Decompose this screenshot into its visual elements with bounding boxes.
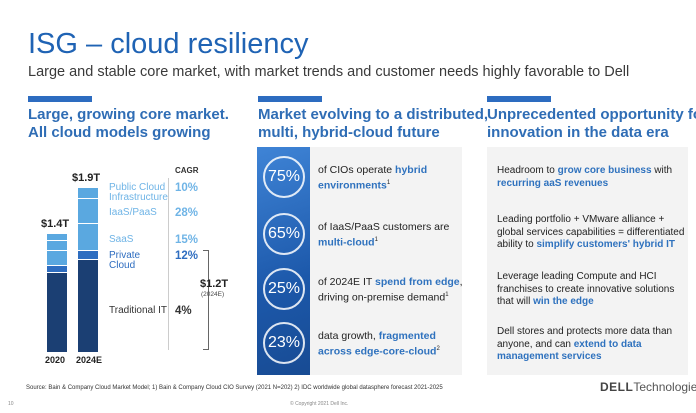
source-note: Source: Bain & Company Cloud Market Mode… bbox=[26, 385, 443, 391]
legend-label: Private Cloud bbox=[109, 250, 141, 271]
item-highlight: extend to data management services bbox=[497, 338, 642, 363]
item-text: with bbox=[651, 165, 673, 176]
left-heading: Large, growing core market. All cloud mod… bbox=[28, 106, 229, 142]
x-tick-label: 2024E bbox=[76, 355, 103, 365]
bar-segment-2020-0 bbox=[47, 271, 67, 352]
percent-circle: 65% bbox=[263, 213, 305, 255]
footnote-ref: 1 bbox=[386, 180, 391, 186]
heading-line: Large, growing core market. bbox=[28, 106, 229, 123]
stat-text: data growth, fragmented across edge-core… bbox=[318, 330, 468, 359]
stat-highlight: fragmented across edge-core-cloud bbox=[318, 330, 437, 358]
item-text: Dell stores and protects more data than … bbox=[497, 326, 673, 350]
middle-heading: Market evolving to a distributed, multi, … bbox=[258, 106, 488, 142]
stat-text-post: , driving on-premise demand bbox=[318, 276, 463, 304]
page-subtitle: Large and stable core market, with marke… bbox=[28, 64, 630, 80]
item-highlight: grow core business bbox=[557, 165, 652, 176]
bar-segment-2024E-3 bbox=[78, 198, 98, 224]
heading-line: Market evolving to a distributed, bbox=[258, 106, 489, 123]
item-highlight: win the edge bbox=[533, 296, 594, 307]
stats-panel bbox=[310, 147, 462, 375]
page-title: ISG – cloud resiliency bbox=[28, 28, 309, 60]
footnote-ref: 2 bbox=[436, 346, 440, 352]
cagr-header: CAGR bbox=[175, 166, 199, 175]
footnote-ref: 1 bbox=[374, 237, 378, 243]
stat-highlight: spend from edge bbox=[375, 276, 460, 288]
item-highlight: simplify customers' hybrid IT bbox=[536, 239, 675, 250]
opportunity-item: Leverage leading Compute and HCI franchi… bbox=[497, 271, 687, 309]
accent-bar bbox=[258, 96, 322, 102]
stat-text-pre: of CIOs operate bbox=[318, 164, 396, 176]
footnote-ref: 1 bbox=[445, 292, 449, 298]
stat-text-pre: of IaaS/PaaS customers are bbox=[318, 221, 450, 233]
cagr-value: 12% bbox=[175, 250, 199, 262]
percent-circle: 23% bbox=[263, 322, 305, 364]
percent-circle: 75% bbox=[263, 156, 305, 198]
item-text: Leverage leading Compute and HCI franchi… bbox=[497, 271, 675, 307]
dell-technologies-logo: DELLTechnologies bbox=[600, 380, 696, 394]
bracket-note: (2024E) bbox=[201, 291, 225, 298]
bar-segment-2024E-1 bbox=[78, 249, 98, 259]
opportunity-item: Headroom to grow core business with recu… bbox=[497, 165, 687, 190]
opportunity-panel bbox=[487, 147, 688, 375]
copyright: © Copyright 2021 Dell Inc. bbox=[290, 401, 349, 407]
heading-line: multi, hybrid-cloud future bbox=[258, 124, 440, 141]
bar-total: $1.9T bbox=[72, 171, 101, 184]
opportunity-item: Dell stores and protects more data than … bbox=[497, 326, 687, 364]
bracket-value: $1.2T bbox=[200, 278, 229, 290]
heading-line: Unprecedented opportunity for bbox=[487, 106, 696, 123]
item-text: Headroom to bbox=[497, 165, 558, 176]
legend-label: Public Cloud Infrastructure bbox=[109, 182, 168, 203]
right-heading: Unprecedented opportunity for innovation … bbox=[487, 106, 696, 142]
item-text: Leading portfolio + VMware alliance + gl… bbox=[497, 214, 685, 250]
cagr-value: 15% bbox=[175, 234, 199, 246]
accent-bar bbox=[487, 96, 551, 102]
bar-segment-2020-4 bbox=[47, 232, 67, 240]
legend-label: SaaS bbox=[109, 234, 134, 245]
stat-highlight: hybrid environments bbox=[318, 164, 428, 192]
heading-line: All cloud models growing bbox=[28, 124, 211, 141]
bar-segment-2020-3 bbox=[47, 239, 67, 250]
legend-label: Traditional IT bbox=[109, 305, 167, 316]
page-number: 10 bbox=[8, 401, 14, 407]
stat-text: of IaaS/PaaS customers are multi-cloud1 bbox=[318, 221, 468, 250]
opportunity-item: Leading portfolio + VMware alliance + gl… bbox=[497, 214, 687, 252]
bracket bbox=[203, 250, 209, 350]
bar-segment-2024E-0 bbox=[78, 258, 98, 352]
percent-circle: 25% bbox=[263, 268, 305, 310]
stat-text-pre: of 2024E IT bbox=[318, 276, 376, 288]
item-highlight: recurring aaS revenues bbox=[497, 177, 609, 189]
legend-label: IaaS/PaaS bbox=[109, 207, 157, 218]
bar-segment-2020-2 bbox=[47, 249, 67, 265]
cagr-value: 4% bbox=[175, 305, 192, 317]
heading-line: innovation in the data era bbox=[487, 124, 669, 141]
cagr-value: 28% bbox=[175, 207, 199, 219]
stat-highlight: multi-cloud bbox=[318, 236, 375, 249]
x-tick-label: 2020 bbox=[45, 355, 66, 365]
stat-text-pre: data growth, bbox=[318, 330, 379, 342]
accent-bar bbox=[28, 96, 92, 102]
cagr-value: 10% bbox=[175, 182, 199, 194]
bar-segment-2024E-4 bbox=[78, 186, 98, 199]
bar-segment-2024E-2 bbox=[78, 223, 98, 250]
stat-text: of 2024E IT spend from edge, driving on-… bbox=[318, 276, 468, 305]
divider bbox=[168, 178, 169, 350]
bar-total: $1.4T bbox=[41, 217, 70, 230]
stat-text: of CIOs operate hybrid environments1 bbox=[318, 164, 468, 193]
bar-segment-2020-1 bbox=[47, 264, 67, 272]
